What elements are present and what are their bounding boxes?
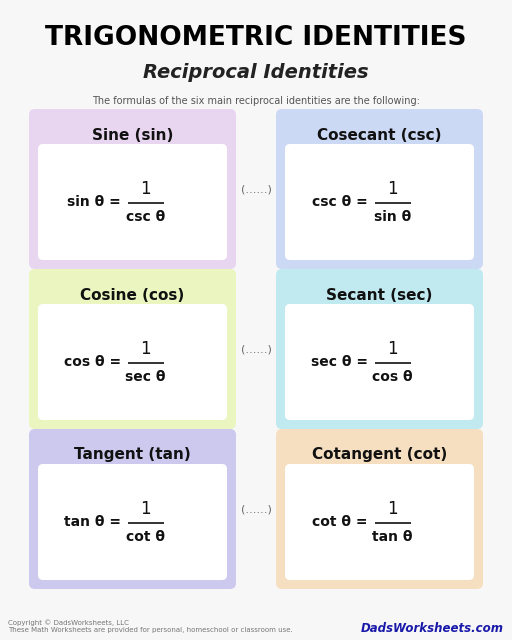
Text: sec θ =: sec θ = xyxy=(311,355,373,369)
FancyBboxPatch shape xyxy=(29,429,236,589)
Text: sec θ: sec θ xyxy=(125,370,166,384)
FancyBboxPatch shape xyxy=(276,109,483,269)
Text: 1: 1 xyxy=(140,500,151,518)
Text: Copyright © DadsWorksheets, LLC
These Math Worksheets are provided for personal,: Copyright © DadsWorksheets, LLC These Ma… xyxy=(8,619,293,633)
Text: cos θ: cos θ xyxy=(372,370,413,384)
FancyBboxPatch shape xyxy=(285,144,474,260)
Text: Secant (sec): Secant (sec) xyxy=(326,287,433,303)
FancyBboxPatch shape xyxy=(285,304,474,420)
Text: sin θ =: sin θ = xyxy=(67,195,125,209)
Text: tan θ =: tan θ = xyxy=(63,515,125,529)
FancyBboxPatch shape xyxy=(276,269,483,429)
Text: 1: 1 xyxy=(140,180,151,198)
FancyBboxPatch shape xyxy=(29,109,236,269)
FancyBboxPatch shape xyxy=(29,269,236,429)
Text: The formulas of the six main reciprocal identities are the following:: The formulas of the six main reciprocal … xyxy=(92,96,420,106)
FancyBboxPatch shape xyxy=(285,464,474,580)
FancyBboxPatch shape xyxy=(38,144,227,260)
Text: Cosine (cos): Cosine (cos) xyxy=(80,287,185,303)
Text: TRIGONOMETRIC IDENTITIES: TRIGONOMETRIC IDENTITIES xyxy=(45,25,467,51)
Text: 1: 1 xyxy=(387,340,398,358)
Text: csc θ: csc θ xyxy=(126,210,165,224)
Text: Tangent (tan): Tangent (tan) xyxy=(74,447,191,463)
FancyBboxPatch shape xyxy=(38,464,227,580)
FancyBboxPatch shape xyxy=(276,429,483,589)
Text: (‥‥‥): (‥‥‥) xyxy=(241,184,271,194)
Text: 1: 1 xyxy=(387,180,398,198)
Text: (‥‥‥): (‥‥‥) xyxy=(241,504,271,514)
Text: cot θ: cot θ xyxy=(126,530,165,544)
Text: Reciprocal Identities: Reciprocal Identities xyxy=(143,63,369,83)
Text: Sine (sin): Sine (sin) xyxy=(92,127,173,143)
Text: cot θ =: cot θ = xyxy=(312,515,373,529)
Text: tan θ: tan θ xyxy=(372,530,413,544)
Text: sin θ: sin θ xyxy=(374,210,411,224)
Text: csc θ =: csc θ = xyxy=(312,195,373,209)
Text: DadsWorksheets.com: DadsWorksheets.com xyxy=(361,621,504,634)
Text: cos θ =: cos θ = xyxy=(63,355,125,369)
Text: Cosecant (csc): Cosecant (csc) xyxy=(317,127,442,143)
Text: 1: 1 xyxy=(140,340,151,358)
Text: 1: 1 xyxy=(387,500,398,518)
Text: Cotangent (cot): Cotangent (cot) xyxy=(312,447,447,463)
Text: (‥‥‥): (‥‥‥) xyxy=(241,344,271,354)
FancyBboxPatch shape xyxy=(38,304,227,420)
